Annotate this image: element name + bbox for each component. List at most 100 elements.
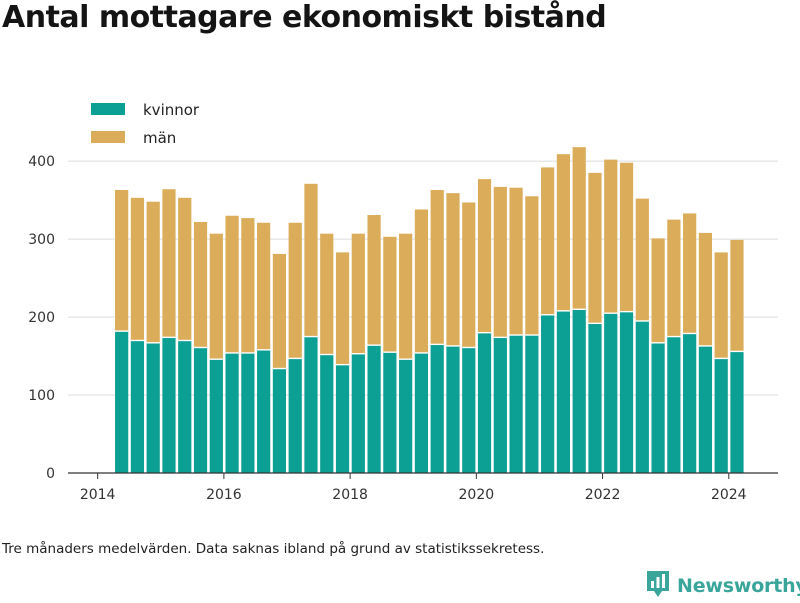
- bar-kvinnor: [619, 311, 634, 473]
- bar-kvinnor: [257, 349, 271, 473]
- x-tick-label: 2014: [80, 487, 116, 503]
- legend: kvinnor män: [78, 94, 218, 150]
- bar-kvinnor: [178, 340, 192, 473]
- bar-kvinnor: [541, 314, 555, 473]
- bar-man: [209, 233, 223, 360]
- x-tick-label: 2018: [332, 487, 368, 503]
- brand: Newsworthy: [645, 569, 800, 603]
- bar-kvinnor: [162, 337, 176, 473]
- bar-man: [399, 233, 413, 360]
- bar-man: [225, 215, 239, 353]
- bar-man: [588, 172, 602, 324]
- bar-kvinnor: [351, 353, 365, 473]
- bar-man: [541, 167, 555, 315]
- bar-man: [493, 186, 507, 338]
- bar-kvinnor: [493, 337, 507, 473]
- bar-man: [730, 239, 744, 352]
- bar-man: [241, 218, 255, 353]
- bar-kvinnor: [414, 352, 429, 473]
- bar-kvinnor: [698, 345, 713, 473]
- bar-kvinnor: [446, 345, 460, 473]
- bar-man: [288, 222, 302, 359]
- bar-kvinnor: [651, 342, 665, 473]
- brand-name: Newsworthy: [677, 575, 800, 597]
- bar-man: [304, 183, 318, 337]
- bar-kvinnor: [115, 331, 129, 473]
- bar-man: [115, 190, 129, 332]
- x-tick-label: 2016: [206, 487, 242, 503]
- bar-kvinnor: [683, 333, 697, 473]
- bar-kvinnor: [272, 368, 287, 473]
- bar-kvinnor: [588, 323, 602, 473]
- bar-kvinnor: [304, 336, 318, 473]
- bar-kvinnor: [509, 335, 523, 473]
- y-axis: 0 100 200 300 400: [28, 154, 55, 482]
- bar-kvinnor: [383, 352, 397, 473]
- bar-man: [162, 189, 176, 338]
- bar-kvinnor: [209, 359, 223, 473]
- bar-kvinnor: [525, 335, 539, 473]
- bars: [115, 147, 744, 473]
- bar-kvinnor: [320, 354, 334, 473]
- bar-kvinnor: [604, 313, 618, 473]
- bar-man: [572, 147, 586, 310]
- bar-kvinnor: [462, 347, 476, 473]
- bar-kvinnor: [730, 351, 744, 473]
- bar-kvinnor: [367, 345, 381, 473]
- bar-man: [509, 187, 523, 336]
- y-tick-label: 400: [28, 154, 55, 170]
- y-tick-label: 0: [46, 466, 55, 482]
- bar-kvinnor: [399, 359, 413, 473]
- y-tick-label: 200: [28, 310, 55, 326]
- footnote: Tre månaders medelvärden. Data saknas ib…: [2, 541, 545, 557]
- y-tick-label: 100: [28, 388, 55, 404]
- bar-man: [414, 209, 429, 353]
- bar-man: [383, 236, 397, 353]
- bar-man: [651, 238, 665, 343]
- bar-man: [604, 159, 618, 314]
- bar-man: [320, 233, 334, 355]
- bar-kvinnor: [430, 344, 444, 473]
- bar-man: [335, 252, 350, 365]
- bar-man: [683, 213, 697, 334]
- bar-kvinnor: [225, 352, 239, 473]
- legend-swatch: [91, 103, 125, 115]
- legend-swatch: [91, 131, 125, 143]
- x-tick-label: 2024: [711, 487, 747, 503]
- bar-man: [272, 253, 287, 369]
- bar-kvinnor: [572, 309, 586, 473]
- bar-kvinnor: [288, 358, 302, 473]
- bar-man: [351, 233, 365, 354]
- bar-kvinnor: [335, 364, 350, 473]
- bar-man: [257, 222, 271, 350]
- bar-kvinnor: [130, 340, 145, 473]
- bar-kvinnor: [146, 342, 160, 473]
- bar-man: [714, 252, 728, 359]
- bar-man: [146, 201, 160, 343]
- y-tick-label: 300: [28, 232, 55, 248]
- bar-man: [698, 232, 713, 346]
- bar-man: [667, 219, 681, 337]
- bar-kvinnor: [635, 320, 649, 473]
- bar-kvinnor: [667, 336, 681, 473]
- x-tick-label: 2020: [459, 487, 495, 503]
- page-title: Antal mottagare ekonomiskt bistånd: [2, 0, 607, 35]
- bar-man: [430, 190, 444, 345]
- bar-kvinnor: [477, 332, 492, 473]
- bar-kvinnor: [556, 310, 571, 473]
- x-tick-label: 2022: [585, 487, 621, 503]
- legend-label: män: [143, 129, 176, 147]
- bar-kvinnor: [241, 352, 255, 473]
- bar-man: [635, 198, 649, 321]
- bar-man: [178, 197, 192, 341]
- bar-man: [193, 221, 208, 348]
- bar-man: [619, 162, 634, 312]
- bar-man: [130, 197, 145, 341]
- bar-man: [477, 179, 492, 333]
- bar-kvinnor: [193, 347, 208, 473]
- bar-man: [525, 196, 539, 336]
- bar-man: [446, 193, 460, 346]
- legend-label: kvinnor: [143, 101, 200, 119]
- bar-man: [556, 154, 571, 311]
